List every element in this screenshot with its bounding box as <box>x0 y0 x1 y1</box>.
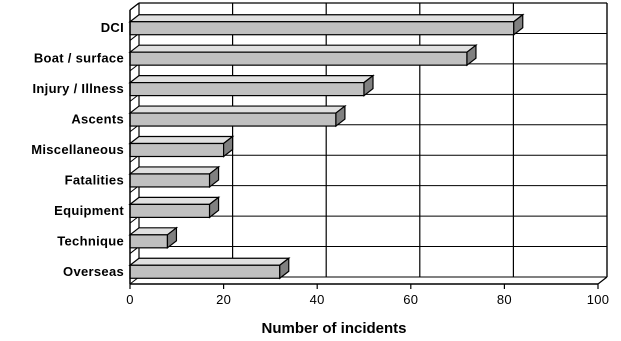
plot-frame <box>129 2 608 285</box>
bar-3 <box>128 74 375 97</box>
category-label-2: Boat / surface <box>34 51 124 66</box>
bar-front-4 <box>129 112 337 127</box>
bar-end-9 <box>279 257 290 280</box>
x-tick-label-0: 0 <box>126 292 134 307</box>
frame-top-left-edge <box>129 2 140 11</box>
x-tick-label-20: 20 <box>216 292 231 307</box>
bars <box>128 13 525 280</box>
bar-front-7 <box>129 203 211 218</box>
bar-end-3 <box>363 74 374 97</box>
bar-front-3 <box>129 82 365 97</box>
x-tick-label-80: 80 <box>497 292 512 307</box>
bar-1 <box>128 13 525 36</box>
bar-top-1 <box>128 14 525 23</box>
bar-top-7 <box>128 196 221 205</box>
bar-top-4 <box>128 105 347 114</box>
bar-9 <box>128 257 291 280</box>
bar-7 <box>128 196 221 219</box>
bar-top-6 <box>128 166 221 175</box>
bar-top-9 <box>128 257 291 266</box>
bar-front-8 <box>129 234 169 249</box>
bar-8 <box>128 226 179 250</box>
frame-bottom-right-edge <box>597 276 608 285</box>
bar-top-2 <box>128 44 478 53</box>
bar-front-2 <box>129 51 468 66</box>
category-label-1: DCI <box>101 20 124 35</box>
x-axis-title: Number of incidents <box>261 320 406 337</box>
bar-5 <box>128 135 235 158</box>
x-tick-label-100: 100 <box>587 292 610 307</box>
category-label-7: Equipment <box>54 203 124 218</box>
bar-6 <box>128 165 221 189</box>
bar-end-5 <box>223 135 234 158</box>
bar-front-5 <box>129 142 225 158</box>
bar-top-5 <box>128 135 235 145</box>
category-label-9: Overseas <box>63 264 124 279</box>
bar-front-6 <box>129 173 211 188</box>
bar-end-8 <box>166 226 178 250</box>
x-tick-labels: 0 20 40 60 80 100 <box>126 284 609 307</box>
category-label-6: Fatalities <box>65 172 124 187</box>
bar-end-7 <box>208 196 220 219</box>
bar-4 <box>128 104 347 128</box>
bar-front-9 <box>129 264 281 279</box>
category-labels: DCI Boat / surface Injury / Illness Ascents… <box>31 20 124 279</box>
bar-end-4 <box>335 104 346 128</box>
bar-top-3 <box>128 75 375 84</box>
bar-front-1 <box>129 21 515 36</box>
category-label-3: Injury / Illness <box>33 81 125 96</box>
bar-2 <box>128 43 478 67</box>
bar-end-1 <box>513 13 524 36</box>
category-label-5: Miscellaneous <box>31 142 124 157</box>
bar-end-6 <box>208 165 220 189</box>
category-label-4: Ascents <box>71 112 124 127</box>
category-label-8: Technique <box>57 233 124 248</box>
x-tick-label-60: 60 <box>403 292 418 307</box>
bar-end-2 <box>466 43 477 67</box>
x-tick-label-40: 40 <box>310 292 325 307</box>
